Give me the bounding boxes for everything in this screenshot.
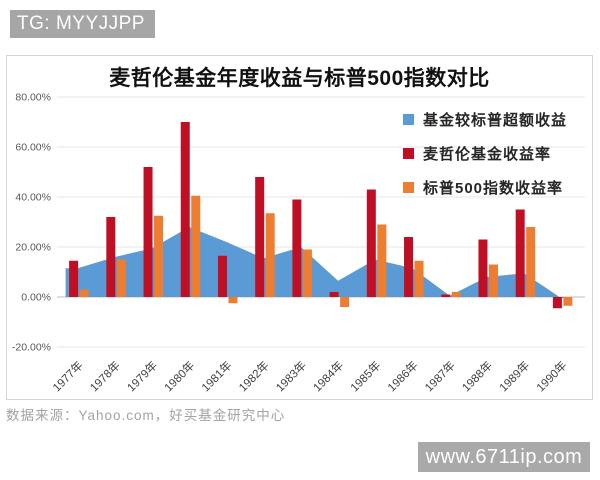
x-axis-label-1984年: 1984年 <box>310 358 346 394</box>
y-axis-label-0: 0.00% <box>21 292 51 304</box>
legend-swatch-blue-icon <box>403 113 414 125</box>
x-axis-label-1980年: 1980年 <box>161 358 197 394</box>
bar-magellan-1988年 <box>478 239 488 297</box>
x-axis-label-1979年: 1979年 <box>124 358 160 394</box>
x-axis-label-1977年: 1977年 <box>50 358 86 394</box>
bar-magellan-1982年 <box>255 177 265 297</box>
y-axis-label-40: 40.00% <box>15 192 51 204</box>
legend-label: 麦哲伦基金收益率 <box>423 145 552 163</box>
bar-sp500-1984年 <box>340 297 350 307</box>
bar-magellan-1983年 <box>292 199 302 297</box>
bar-magellan-1989年 <box>515 209 525 297</box>
bar-sp500-1989年 <box>526 227 536 297</box>
y-axis-label--20: -20.00% <box>12 342 51 354</box>
bar-magellan-1985年 <box>366 189 376 297</box>
bar-sp500-1978年 <box>116 259 126 297</box>
y-axis-label-80: 80.00% <box>15 92 51 104</box>
x-axis-label-1982年: 1982年 <box>236 358 272 394</box>
legend-swatch-orange-icon <box>403 181 414 193</box>
bar-magellan-1981年 <box>217 255 227 297</box>
watermark-top-badge: TG: MYYJJPP <box>10 10 155 38</box>
bar-magellan-1978年 <box>106 217 116 297</box>
chart-legend: 基金较标普超额收益 麦哲伦基金收益率 标普500指数收益率 <box>403 102 567 204</box>
y-axis-label-20: 20.00% <box>15 242 51 254</box>
legend-swatch-red-icon <box>403 147 414 159</box>
bar-sp500-1990年 <box>563 297 573 306</box>
legend-item-magellan: 麦哲伦基金收益率 <box>403 136 567 170</box>
x-axis-label-1988年: 1988年 <box>459 358 495 394</box>
x-axis-label-1990年: 1990年 <box>533 358 569 394</box>
bar-sp500-1987年 <box>451 292 461 297</box>
x-axis-label-1983年: 1983年 <box>273 358 309 394</box>
bar-sp500-1981年 <box>228 297 238 304</box>
legend-item-excess: 基金较标普超额收益 <box>403 102 567 136</box>
legend-label: 基金较标普超额收益 <box>423 111 568 129</box>
legend-label: 标普500指数收益率 <box>423 179 564 197</box>
bar-sp500-1982年 <box>265 213 275 297</box>
bar-magellan-1986年 <box>404 237 414 297</box>
bar-sp500-1977年 <box>79 289 89 297</box>
bar-magellan-1987年 <box>441 294 451 297</box>
bar-sp500-1985年 <box>377 224 387 297</box>
x-axis-label-1981年: 1981年 <box>198 358 234 394</box>
x-axis-label-1986年: 1986年 <box>385 358 421 394</box>
bar-magellan-1980年 <box>180 122 190 297</box>
y-axis-label-60: 60.00% <box>15 142 51 154</box>
legend-item-sp500: 标普500指数收益率 <box>403 170 567 204</box>
watermark-bottom-badge: www.6711ip.com <box>418 442 590 472</box>
bar-sp500-1988年 <box>488 264 498 297</box>
bar-magellan-1977年 <box>69 260 79 297</box>
bar-magellan-1990年 <box>552 297 562 309</box>
chart-card: 麦哲伦基金年度收益与标普500指数对比 80.00% 60.00% 40.00% 20… <box>6 55 593 400</box>
watermark-bottom-text: www.6711ip.com <box>425 445 583 468</box>
watermark-top-text: TG: MYYJJPP <box>17 13 145 34</box>
x-axis-label-1985年: 1985年 <box>347 358 383 394</box>
x-axis-label-1987年: 1987年 <box>422 358 458 394</box>
chart-title: 麦哲伦基金年度收益与标普500指数对比 <box>109 67 490 90</box>
excess-return-area <box>65 227 564 299</box>
bar-sp500-1979年 <box>154 215 164 297</box>
bar-sp500-1980年 <box>191 195 201 297</box>
bar-magellan-1984年 <box>329 292 339 297</box>
x-axis-label-1978年: 1978年 <box>87 358 123 394</box>
chart-plot-area: 80.00% 60.00% 40.00% 20.00% 0.00% -20.00% 1977… <box>12 92 585 394</box>
data-source-note: 数据来源：Yahoo.com，好买基金研究中心 <box>6 408 286 423</box>
bar-sp500-1986年 <box>414 260 424 297</box>
bar-magellan-1979年 <box>143 167 153 297</box>
x-axis-label-1989年: 1989年 <box>496 358 532 394</box>
bar-sp500-1983年 <box>302 249 312 297</box>
